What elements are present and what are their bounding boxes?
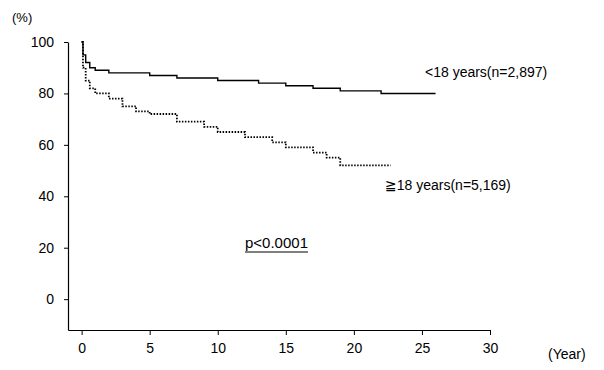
y-tick: 100 — [31, 34, 68, 50]
x-tick-mark — [82, 330, 83, 335]
survival-curve — [82, 42, 391, 165]
y-tick-label: 20 — [38, 240, 54, 256]
series-label: <18 years(n=2,897) — [425, 64, 547, 80]
x-tick: 10 — [210, 330, 226, 356]
x-tick: 25 — [415, 330, 431, 356]
y-tick-mark — [64, 42, 68, 43]
x-tick-label: 30 — [483, 340, 499, 356]
y-tick-mark — [64, 299, 68, 300]
x-tick: 30 — [483, 330, 499, 356]
plot-area — [82, 42, 436, 165]
x-tick-label: 20 — [347, 340, 363, 356]
x-tick: 0 — [78, 330, 86, 356]
series-label: ≧18 years(n=5,169) — [385, 177, 511, 193]
survival-curve — [82, 42, 436, 93]
annotation: p<0.0001 — [245, 234, 308, 251]
y-tick: 40 — [38, 188, 68, 204]
y-tick: 80 — [38, 85, 68, 101]
y-tick-mark — [64, 93, 68, 94]
y-tick-label: 40 — [38, 188, 54, 204]
x-tick: 20 — [347, 330, 363, 356]
x-tick-mark — [354, 330, 355, 335]
y-tick: 20 — [38, 240, 68, 256]
x-axis-title: (Year) — [548, 346, 586, 362]
annotation-underline — [245, 252, 308, 253]
x-tick-mark — [218, 330, 219, 335]
chart: 0 5 10 15 20 25 30 0 20 40 60 80 100 <18 years(n=2,89… — [0, 0, 604, 370]
y-axis-line — [68, 43, 69, 331]
x-axis: 0 5 10 15 20 25 30 — [69, 330, 499, 356]
y-axis-title: (%) — [12, 10, 32, 25]
y-tick-label: 80 — [38, 85, 54, 101]
x-tick-mark — [422, 330, 423, 335]
y-axis: 0 20 40 60 80 100 — [31, 34, 69, 331]
x-axis-line — [69, 330, 491, 331]
x-tick-label: 10 — [210, 340, 226, 356]
y-tick-mark — [64, 145, 68, 146]
y-tick-label: 0 — [46, 291, 54, 307]
x-tick-mark — [490, 330, 491, 335]
x-tick-label: 5 — [146, 340, 154, 356]
x-tick: 5 — [146, 330, 154, 356]
y-tick: 60 — [38, 137, 68, 153]
x-tick-label: 25 — [415, 340, 431, 356]
x-tick: 15 — [279, 330, 295, 356]
y-tick-label: 100 — [31, 34, 55, 50]
x-tick-mark — [150, 330, 151, 335]
x-tick-label: 0 — [78, 340, 86, 356]
y-tick: 0 — [46, 291, 68, 307]
x-tick-label: 15 — [279, 340, 295, 356]
y-tick-label: 60 — [38, 137, 54, 153]
x-tick-mark — [286, 330, 287, 335]
y-tick-mark — [64, 248, 68, 249]
y-tick-mark — [64, 196, 68, 197]
